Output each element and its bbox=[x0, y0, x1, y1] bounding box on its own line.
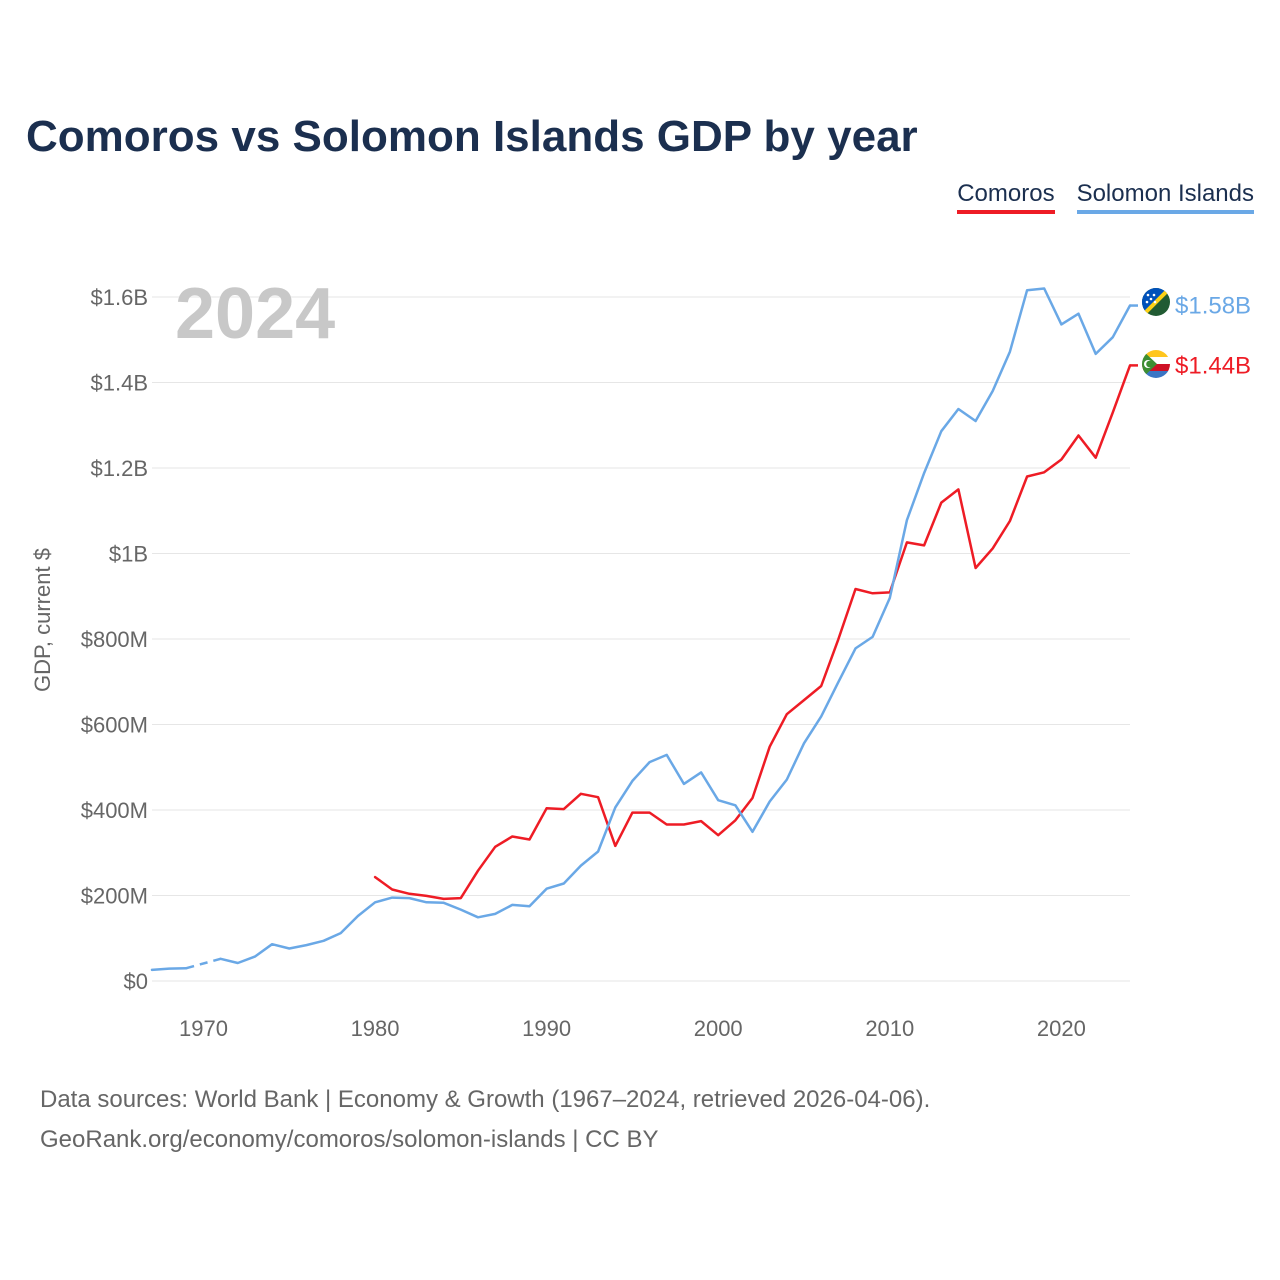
page-title: Comoros vs Solomon Islands GDP by year bbox=[26, 112, 918, 161]
x-tick-label: 2010 bbox=[865, 1016, 914, 1041]
series-lines bbox=[150, 287, 1132, 972]
y-tick-label: $600M bbox=[81, 713, 148, 738]
series-endpoints: $1.44B $1.58B bbox=[1130, 293, 1251, 379]
footer-sources: Data sources: World Bank | Economy & Gro… bbox=[40, 1086, 931, 1113]
grid-lines bbox=[152, 296, 1130, 982]
footer-link[interactable]: GeoRank.org/economy/comoros/solomon-isla… bbox=[40, 1126, 659, 1153]
y-tick-label: $1.6B bbox=[91, 285, 149, 310]
y-tick-label: $800M bbox=[81, 627, 148, 652]
x-tick-label: 1980 bbox=[351, 1016, 400, 1041]
legend-solomon-islands[interactable]: Solomon Islands bbox=[1076, 180, 1254, 214]
y-tick-label: $200M bbox=[81, 884, 148, 909]
comoros-end-value-label: $1.44B bbox=[1175, 352, 1251, 379]
y-axis-ticks: $0 $200M $400M $600M $800M $1B $1.2B $1.4B $1.6B bbox=[81, 285, 148, 994]
x-tick-label: 2020 bbox=[1037, 1016, 1086, 1041]
x-axis-ticks: 1970 1980 1990 2000 2010 2020 bbox=[179, 1016, 1086, 1041]
comoros-flag-icon bbox=[1142, 350, 1170, 378]
comoros-series-line bbox=[373, 364, 1132, 901]
x-tick-label: 1970 bbox=[179, 1016, 228, 1041]
solomon-islands-end-value-label: $1.58B bbox=[1175, 293, 1251, 320]
x-tick-label: 1990 bbox=[522, 1016, 571, 1041]
gdp-line-chart: $0 $200M $400M $600M $800M $1B $1.2B $1.4B $1.6B… bbox=[30, 274, 1251, 1041]
y-tick-label: $400M bbox=[81, 798, 148, 823]
y-tick-label: $1.4B bbox=[91, 371, 149, 396]
x-tick-label: 2000 bbox=[694, 1016, 743, 1041]
y-tick-label: $1B bbox=[109, 542, 148, 567]
current-year-watermark: 2024 bbox=[175, 274, 335, 354]
y-tick-label: $0 bbox=[124, 969, 148, 994]
solomon-islands-series-gap-line bbox=[185, 957, 221, 970]
solomon-islands-flag-icon bbox=[1142, 288, 1170, 316]
legend: Comoros Solomon Islands bbox=[957, 180, 1254, 214]
legend-comoros[interactable]: Comoros bbox=[957, 180, 1055, 214]
y-axis-label: GDP, current $ bbox=[30, 548, 55, 692]
footer: Data sources: World Bank | Economy & Gro… bbox=[40, 1080, 930, 1160]
solomon-islands-series-line bbox=[150, 966, 188, 972]
y-tick-label: $1.2B bbox=[91, 456, 149, 481]
solomon-islands-series-line bbox=[219, 287, 1132, 965]
